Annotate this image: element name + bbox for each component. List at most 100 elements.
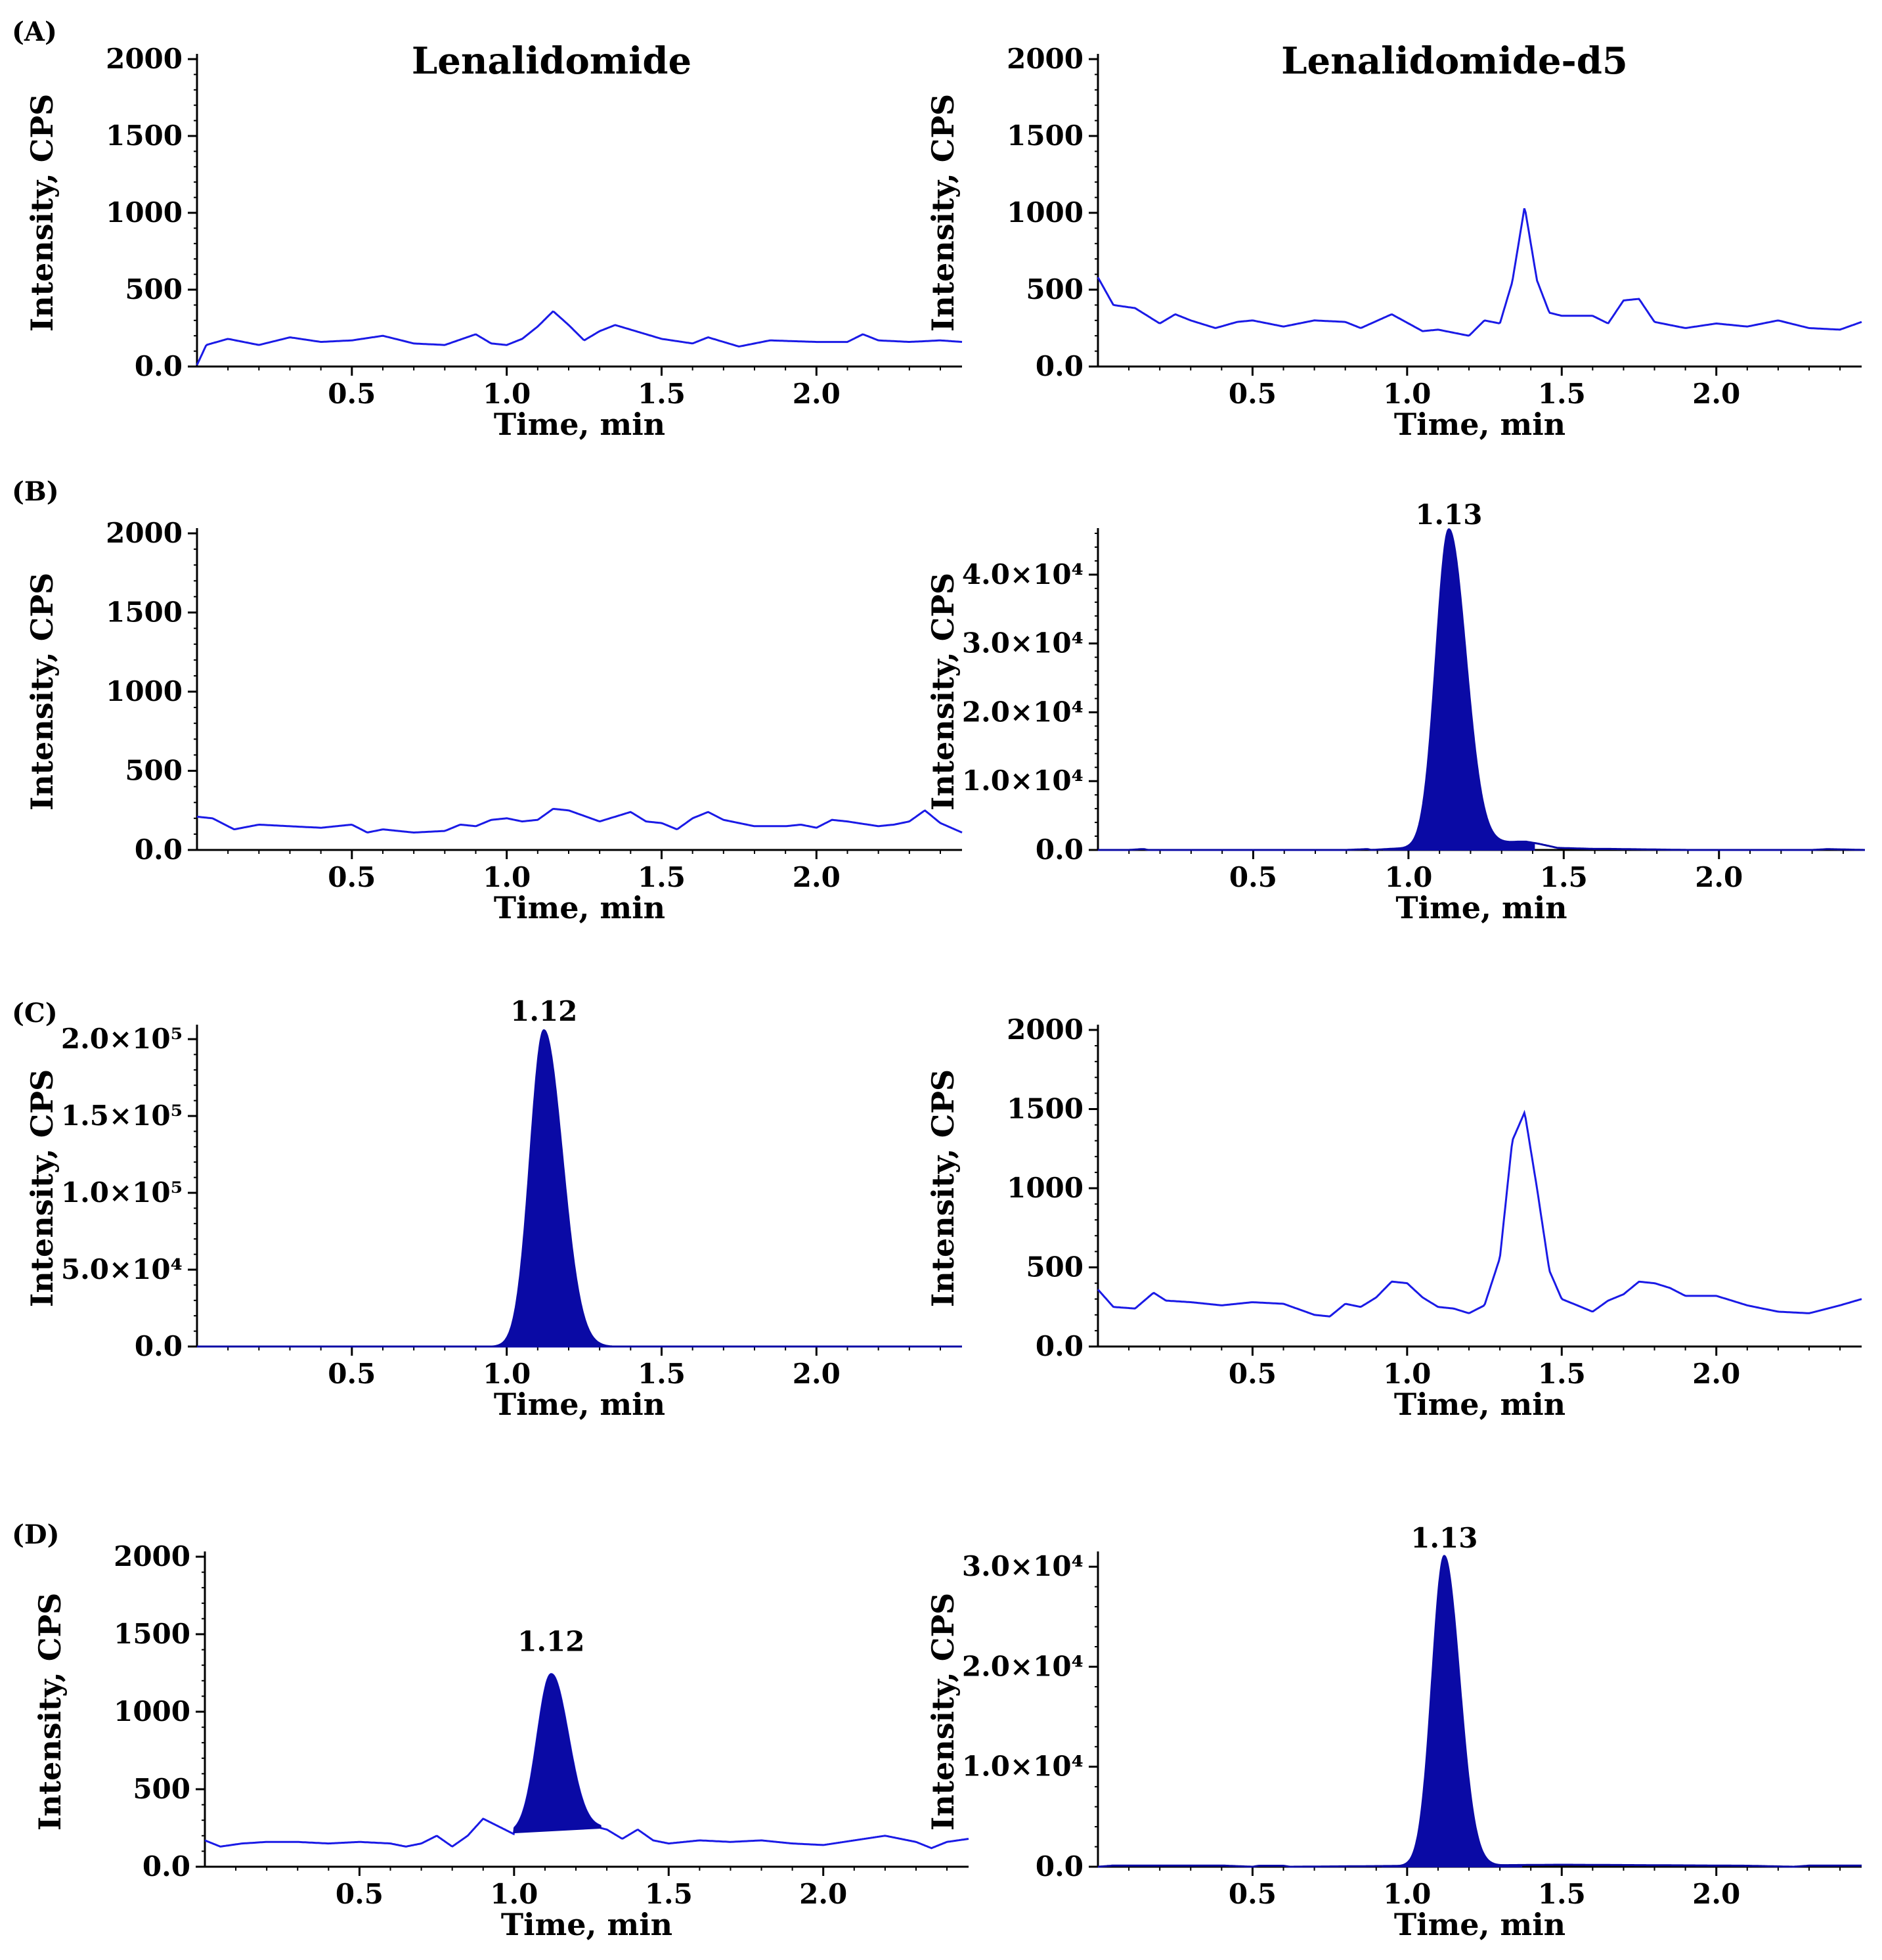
chart-D-left: 0.0 500 1000 1500 2000 0.5 1.0 1.5 2.0 Time, min I… — [32, 1540, 969, 1942]
y-tick-label: 1000 — [106, 675, 183, 707]
y-axis-title: Intensity, CPS — [925, 1069, 961, 1307]
y-tick-label: 2000 — [1007, 43, 1083, 75]
chart-A-left: 0.0 500 1000 1500 2000 0.5 1.0 1.5 2.0 Time, min I… — [24, 43, 963, 442]
column-title-lenalidomide-d5: Lenalidomide-d5 — [1281, 39, 1628, 83]
trace-line — [1097, 1109, 1862, 1318]
y-tick-label: 0.0 — [1036, 350, 1083, 382]
x-tick-label: 0.5 — [328, 861, 376, 893]
y-tick-label: 1000 — [114, 1695, 190, 1727]
y-tick-label: 2000 — [114, 1540, 190, 1572]
chart-D-right: 0.0 1.0×10⁴ 2.0×10⁴ 3.0×10⁴ 0.5 1.0 1.5 2.0 Time… — [925, 1522, 1862, 1942]
y-tick-label: 2.0×10⁵ — [61, 1023, 183, 1055]
y-tick-label: 1500 — [1007, 120, 1083, 152]
y-tick-label: 2000 — [1007, 1013, 1083, 1046]
y-axis-title: Intensity, CPS — [24, 94, 60, 332]
x-tick-label: 0.5 — [328, 378, 376, 410]
y-tick-label: 500 — [125, 273, 183, 305]
y-tick-label: 0.0 — [142, 1850, 190, 1882]
x-tick-label: 1.5 — [1540, 861, 1588, 893]
y-tick-label: 1.0×10⁴ — [962, 765, 1083, 797]
y-tick-label: 0.0 — [1036, 834, 1083, 866]
x-tick-label: 2.0 — [1695, 861, 1743, 893]
peak-area — [474, 1029, 637, 1347]
x-tick-label: 1.5 — [1538, 378, 1586, 410]
x-tick-label: 0.5 — [1229, 1878, 1277, 1910]
x-axis-title: Time, min — [494, 890, 665, 925]
peak-label: 1.13 — [1411, 1522, 1477, 1554]
x-tick-label: 1.0 — [483, 861, 531, 893]
y-axis-title: Intensity, CPS — [925, 573, 961, 811]
y-tick-label: 5.0×10⁴ — [61, 1253, 183, 1285]
x-axis-title: Time, min — [501, 1907, 672, 1942]
panel-label-c: (C) — [12, 998, 58, 1029]
y-tick-label: 0.0 — [135, 350, 183, 382]
x-axis-title: Time, min — [494, 407, 665, 442]
panel-label-d: (D) — [12, 1519, 60, 1550]
peak-label: 1.13 — [1415, 499, 1482, 531]
y-tick-label: 0.0 — [1036, 1850, 1083, 1882]
peak-label: 1.12 — [510, 995, 577, 1027]
y-tick-label: 1500 — [114, 1618, 190, 1650]
y-axis-title: Intensity, CPS — [32, 1593, 68, 1831]
panel-label-a: (A) — [12, 16, 57, 47]
y-tick-label: 2000 — [106, 517, 183, 549]
y-tick-label: 0.0 — [135, 834, 183, 866]
trace-line — [196, 807, 963, 834]
chart-C-right: 0.0 500 1000 1500 2000 0.5 1.0 1.5 2.0 Time, min I… — [925, 1013, 1862, 1422]
y-tick-label: 0.0 — [135, 1330, 183, 1362]
y-tick-label: 2000 — [106, 43, 183, 75]
y-axis-title: Intensity, CPS — [925, 94, 961, 332]
x-tick-label: 0.5 — [1229, 378, 1277, 410]
x-tick-label: 2.0 — [1692, 1878, 1740, 1910]
y-tick-label: 500 — [133, 1773, 190, 1805]
x-tick-label: 1.0 — [1383, 1878, 1431, 1910]
y-tick-label: 500 — [1026, 1251, 1083, 1283]
peak-area — [1383, 528, 1535, 851]
column-title-lenalidomide: Lenalidomide — [412, 39, 691, 83]
x-tick-label: 1.0 — [1383, 378, 1431, 410]
x-tick-label: 0.5 — [328, 1358, 376, 1390]
y-tick-label: 1500 — [106, 120, 183, 152]
y-tick-label: 1.5×10⁵ — [61, 1100, 183, 1132]
y-tick-label: 1.0×10⁴ — [962, 1750, 1083, 1783]
x-tick-label: 1.0 — [1383, 1358, 1431, 1390]
peak-area — [1382, 1555, 1523, 1867]
x-tick-label: 1.5 — [1538, 1878, 1586, 1910]
y-tick-label: 500 — [125, 755, 183, 787]
y-axis-title: Intensity, CPS — [24, 1069, 60, 1307]
y-tick-label: 1000 — [1007, 196, 1083, 229]
x-tick-label: 1.5 — [638, 861, 686, 893]
x-tick-label: 2.0 — [793, 861, 841, 893]
panel-label-b: (B) — [12, 476, 59, 507]
x-tick-label: 0.5 — [1229, 861, 1277, 893]
y-tick-label: 500 — [1026, 273, 1083, 305]
x-axis-title: Time, min — [494, 1387, 665, 1422]
trace-line — [1097, 208, 1862, 337]
y-tick-label: 3.0×10⁴ — [962, 1550, 1083, 1582]
chart-panels: 0.0 500 1000 1500 2000 0.5 1.0 1.5 2.0 Time, min I… — [24, 43, 1865, 1942]
y-tick-label: 2.0×10⁴ — [962, 1650, 1083, 1682]
x-tick-label: 0.5 — [1229, 1358, 1277, 1390]
chart-C-left: 0.0 5.0×10⁴ 1.0×10⁵ 1.5×10⁵ 2.0×10⁵ 0.5 1.0 1.5… — [24, 995, 962, 1422]
x-tick-label: 1.5 — [1538, 1358, 1586, 1390]
x-tick-label: 1.0 — [483, 378, 531, 410]
y-axis-title: Intensity, CPS — [925, 1593, 961, 1831]
y-tick-label: 1500 — [106, 596, 183, 629]
x-axis-title: Time, min — [1394, 1907, 1565, 1942]
peak-label: 1.12 — [517, 1625, 584, 1657]
x-tick-label: 2.0 — [799, 1878, 847, 1910]
trace-line — [196, 310, 963, 366]
x-tick-label: 1.5 — [645, 1878, 693, 1910]
y-tick-label: 1000 — [106, 196, 183, 229]
x-axis-title: Time, min — [1394, 407, 1565, 442]
x-tick-label: 1.0 — [1384, 861, 1432, 893]
chart-B-left: 0.0 500 1000 1500 2000 0.5 1.0 1.5 2.0 Time, min I… — [24, 517, 963, 925]
y-tick-label: 4.0×10⁴ — [962, 558, 1083, 590]
y-tick-label: 0.0 — [1036, 1330, 1083, 1362]
y-axis-title: Intensity, CPS — [24, 573, 60, 811]
y-tick-label: 1000 — [1007, 1172, 1083, 1204]
x-axis-title: Time, min — [1394, 1387, 1565, 1422]
x-tick-label: 2.0 — [793, 378, 841, 410]
x-tick-label: 1.5 — [638, 1358, 686, 1390]
